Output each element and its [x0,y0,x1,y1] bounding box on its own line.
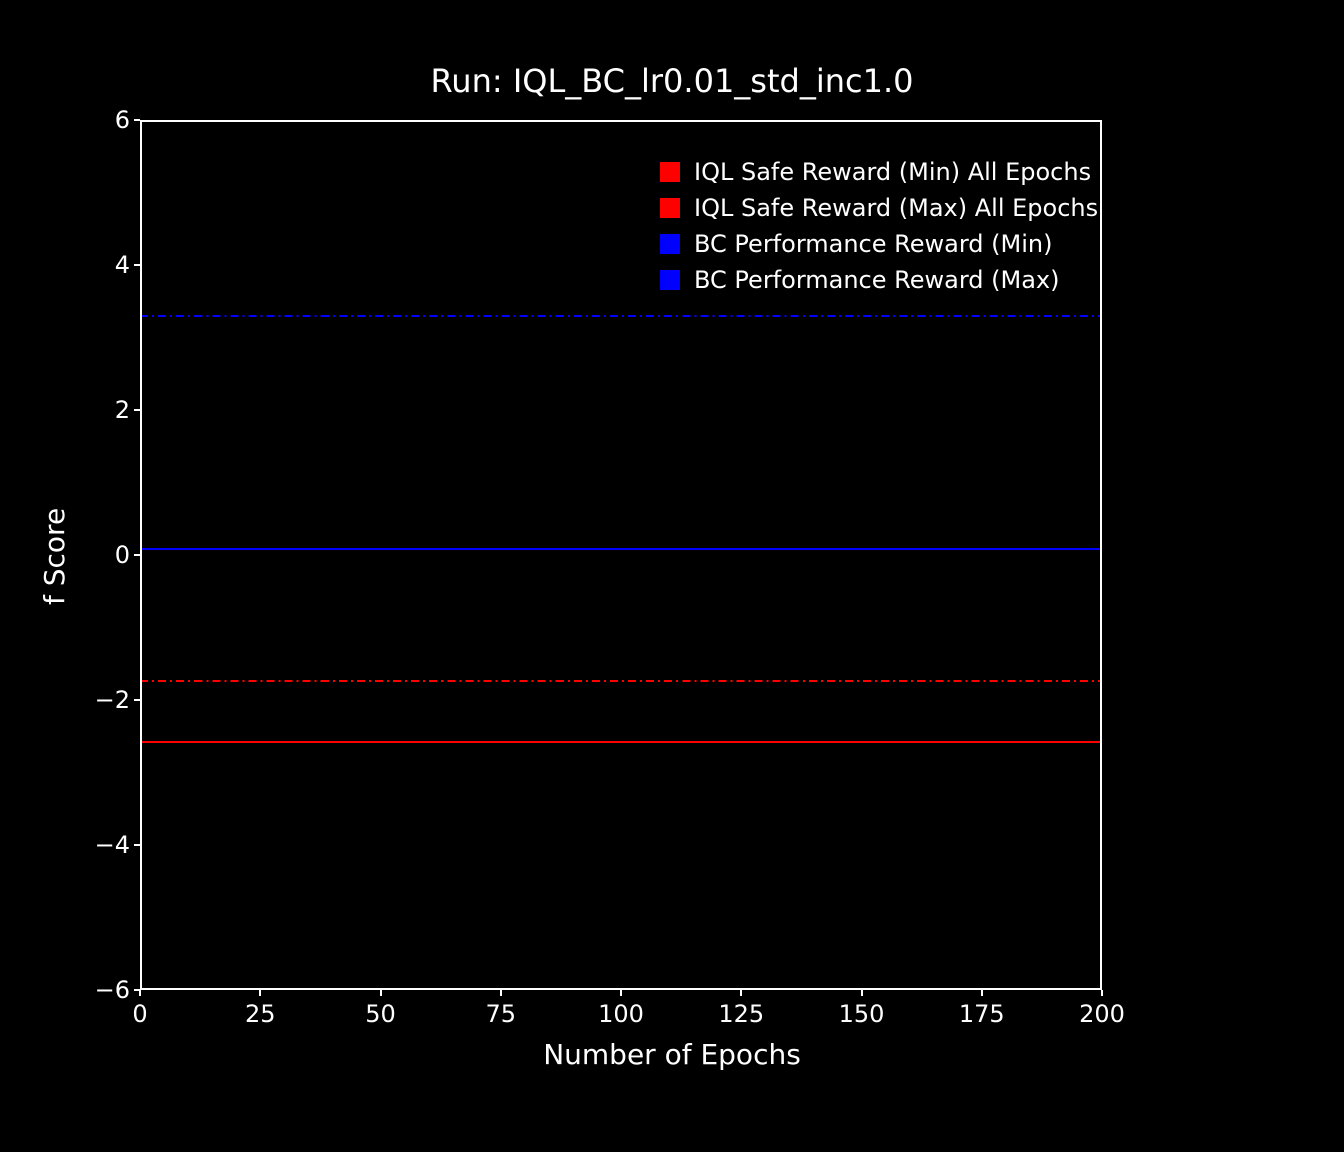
legend-swatch [660,198,680,218]
x-tick-mark [620,990,622,996]
x-tick-label: 150 [822,1000,902,1028]
legend-swatch [660,162,680,182]
series-line [142,741,1100,743]
chart-title: Run: IQL_BC_lr0.01_std_inc1.0 [0,62,1344,100]
legend: IQL Safe Reward (Min) All Epochs IQL Saf… [660,158,1098,302]
legend-item: IQL Safe Reward (Min) All Epochs [660,158,1098,186]
x-tick-mark [380,990,382,996]
x-tick-mark [740,990,742,996]
series-line [142,680,1100,682]
y-tick-mark [134,409,140,411]
x-axis-label: Number of Epochs [0,1038,1344,1071]
y-tick-label: 2 [40,396,130,424]
legend-label: BC Performance Reward (Min) [694,230,1052,258]
x-tick-mark [981,990,983,996]
legend-swatch [660,234,680,254]
series-line [142,548,1100,550]
y-tick-mark [134,844,140,846]
y-tick-label: 6 [40,106,130,134]
legend-item: BC Performance Reward (Min) [660,230,1098,258]
legend-item: IQL Safe Reward (Max) All Epochs [660,194,1098,222]
y-tick-mark [134,264,140,266]
x-tick-mark [259,990,261,996]
x-tick-mark [1101,990,1103,996]
x-tick-label: 100 [581,1000,661,1028]
x-tick-mark [500,990,502,996]
x-tick-mark [861,990,863,996]
y-tick-label: 0 [40,541,130,569]
chart-container: Run: IQL_BC_lr0.01_std_inc1.0 f Score Nu… [0,0,1344,1152]
x-tick-label: 25 [220,1000,300,1028]
legend-label: IQL Safe Reward (Min) All Epochs [694,158,1091,186]
legend-label: IQL Safe Reward (Max) All Epochs [694,194,1098,222]
x-tick-label: 125 [701,1000,781,1028]
legend-item: BC Performance Reward (Max) [660,266,1098,294]
y-tick-label: −2 [40,686,130,714]
y-tick-label: 4 [40,251,130,279]
x-tick-label: 175 [942,1000,1022,1028]
x-tick-label: 200 [1062,1000,1142,1028]
legend-label: BC Performance Reward (Max) [694,266,1060,294]
series-line [142,315,1100,317]
y-tick-mark [134,554,140,556]
x-tick-label: 0 [100,1000,180,1028]
y-tick-label: −4 [40,831,130,859]
y-tick-mark [134,119,140,121]
x-tick-label: 50 [341,1000,421,1028]
x-tick-mark [139,990,141,996]
legend-swatch [660,270,680,290]
x-tick-label: 75 [461,1000,541,1028]
y-tick-mark [134,699,140,701]
